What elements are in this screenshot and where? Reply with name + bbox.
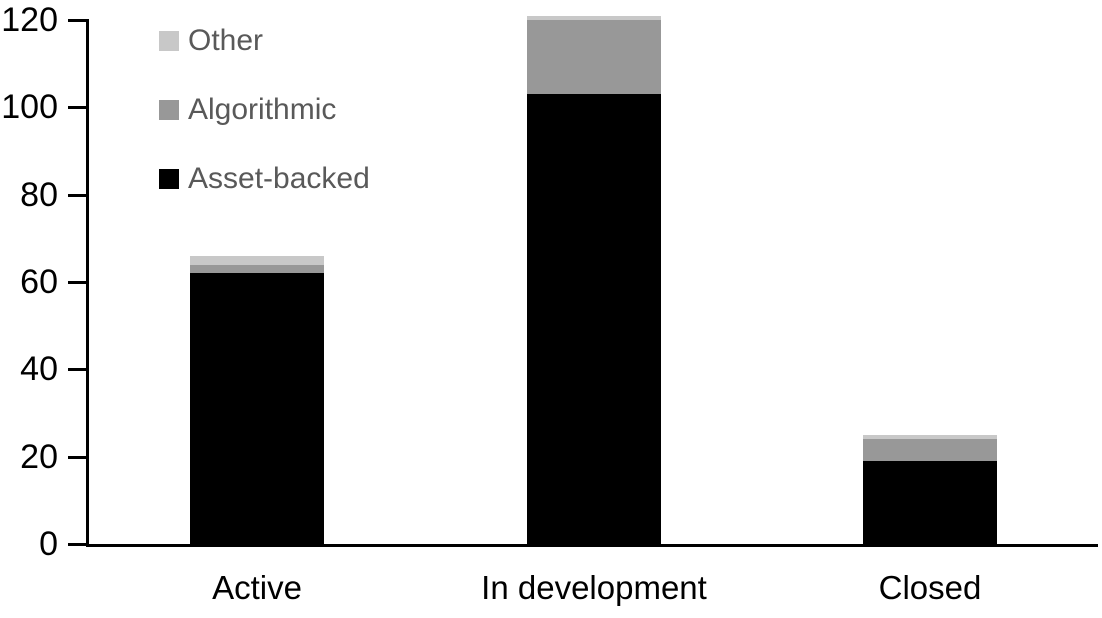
legend-label: Asset-backed	[188, 162, 370, 195]
y-tick-label: 40	[20, 350, 58, 389]
y-tick-label: 120	[1, 1, 58, 39]
y-tick-mark	[68, 455, 89, 459]
legend-item-other: Other	[159, 26, 263, 56]
legend-label: Algorithmic	[188, 93, 337, 126]
y-tick-label: 100	[1, 88, 58, 127]
legend-swatch-icon	[159, 169, 179, 189]
y-tick-mark	[68, 281, 89, 284]
x-axis-line	[86, 544, 1098, 547]
bar-segment-asset-backed	[190, 273, 324, 544]
legend-item-asset-backed: Asset-backed	[159, 164, 370, 194]
y-tick-mark	[68, 543, 89, 546]
y-tick-label: 0	[39, 525, 58, 563]
y-tick-mark	[68, 193, 89, 197]
y-tick-label: 80	[20, 175, 58, 214]
bar-segment-other	[863, 434, 997, 440]
x-category-label: In development	[481, 569, 707, 606]
legend-swatch-icon	[159, 31, 179, 51]
y-tick-mark	[68, 368, 89, 372]
bar-segment-algorithmic	[527, 20, 661, 95]
x-category-label: Active	[212, 569, 302, 606]
y-tick-mark	[68, 106, 89, 110]
bar-segment-other	[190, 255, 324, 265]
y-tick-label: 60	[20, 263, 58, 301]
x-category-label: Closed	[878, 569, 982, 606]
bar-segment-other	[527, 15, 661, 20]
legend-item-algorithmic: Algorithmic	[159, 95, 336, 125]
y-tick-label: 20	[20, 437, 58, 476]
bar-segment-asset-backed	[527, 94, 661, 544]
bar-segment-asset-backed	[863, 461, 997, 544]
bar-segment-algorithmic	[863, 439, 997, 462]
legend-swatch-icon	[159, 100, 179, 120]
legend-label: Other	[188, 24, 264, 57]
bar-segment-algorithmic	[190, 264, 324, 274]
y-tick-mark	[68, 19, 89, 22]
